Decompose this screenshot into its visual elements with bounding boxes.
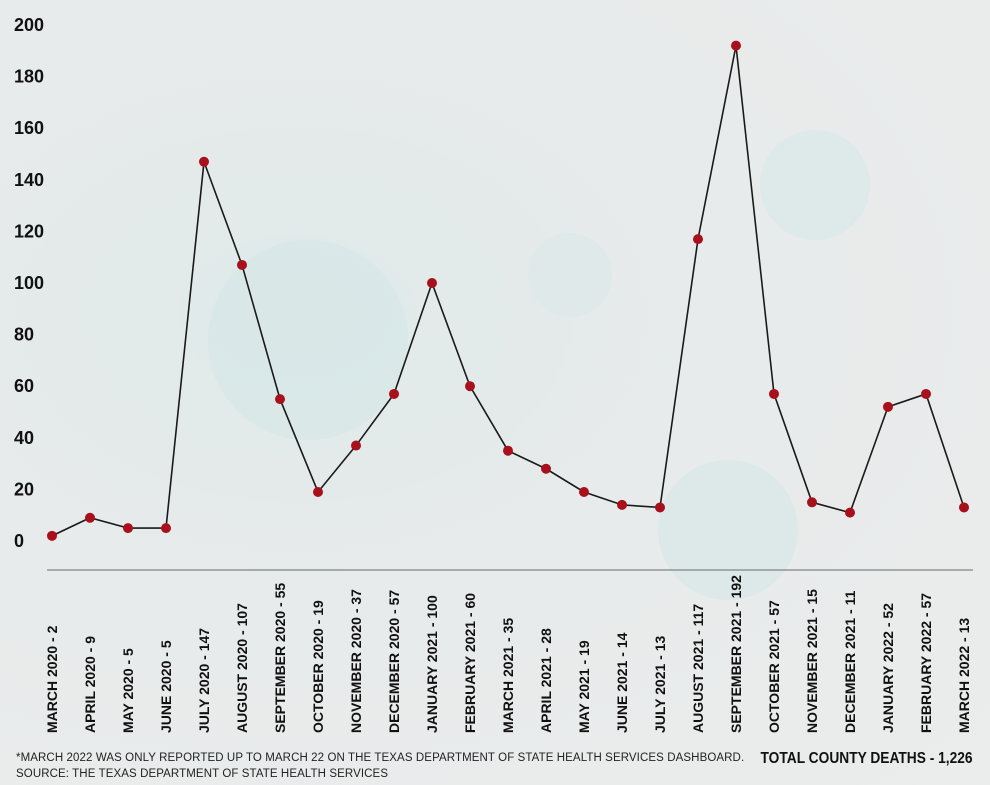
data-point (769, 388, 779, 399)
data-point (807, 497, 817, 508)
total-county-deaths: TOTAL COUNTY DEATHS - 1,226 (760, 750, 973, 767)
x-tick-label: MAY 2021 - 19 (576, 640, 592, 733)
data-point (351, 440, 361, 451)
data-point (617, 499, 627, 510)
x-tick-label: NOVEMBER 2020 - 37 (348, 589, 364, 733)
data-point (427, 278, 437, 288)
x-tick-label: SEPTEMBER 2021 - 192 (728, 575, 744, 733)
x-tick-label: MARCH 2021 - 35 (500, 618, 516, 733)
x-tick-label: FEBRUARY 2021 - 60 (462, 593, 478, 733)
x-tick-label: DECEMBER 2020 - 57 (386, 590, 402, 733)
data-point (275, 394, 285, 405)
x-tick-label: AUGUST 2021 - 117 (690, 604, 706, 733)
virus-background-shape (658, 460, 798, 600)
data-point (313, 486, 323, 497)
y-tick-label: 40 (14, 428, 34, 448)
y-tick-label: 20 (14, 479, 34, 499)
x-tick-label: FEBRUARY 2022 - 57 (918, 593, 934, 733)
data-point (465, 381, 475, 392)
y-tick-label: 160 (14, 118, 44, 138)
data-point (845, 507, 855, 518)
virus-background-shape (760, 130, 870, 240)
data-point (693, 234, 703, 245)
y-tick-label: 200 (14, 15, 44, 35)
x-tick-label: JULY 2021 - 13 (652, 635, 668, 733)
y-tick-label: 0 (14, 531, 24, 551)
x-tick-label: APRIL 2020 - 9 (82, 636, 98, 733)
series-line (51, 45, 965, 537)
y-tick-label: 180 (14, 67, 44, 87)
data-point (921, 388, 931, 399)
data-points (47, 40, 969, 541)
y-tick-label: 80 (14, 325, 34, 345)
y-tick-label: 120 (14, 221, 44, 241)
y-tick-label: 60 (14, 376, 34, 396)
x-tick-label: JANUARY 2021 - 100 (424, 595, 440, 733)
y-axis-ticks: 0 20 40 60 80 100 120 140 160 180 200 (14, 15, 44, 551)
x-tick-label: SEPTEMBER 2020 - 55 (272, 583, 288, 733)
x-tick-label: MARCH 2020 - 2 (44, 625, 60, 733)
data-point (123, 523, 133, 534)
data-point (237, 259, 247, 270)
x-axis-ticks: MARCH 2020 - 2 APRIL 2020 - 9 MAY 2020 - 5… (44, 575, 972, 733)
source-note: SOURCE: THE TEXAS DEPARTMENT OF STATE HE… (16, 768, 389, 780)
footnote: *MARCH 2022 WAS ONLY REPORTED UP TO MARC… (16, 752, 745, 764)
line-chart: 0 20 40 60 80 100 120 140 160 180 200 MARCH 2020 -… (14, 15, 973, 733)
virus-background-shape (528, 233, 612, 317)
data-point (199, 156, 209, 167)
x-tick-label: OCTOBER 2021 - 57 (766, 600, 782, 733)
x-tick-label: JUNE 2021 - 14 (614, 632, 630, 733)
virus-background-shape (208, 240, 408, 440)
data-point (47, 530, 57, 541)
x-tick-label: APRIL 2021 - 28 (538, 628, 554, 733)
y-tick-label: 140 (14, 170, 44, 190)
x-tick-label: AUGUST 2020 - 107 (234, 603, 250, 733)
x-tick-label: JANUARY 2022 - 52 (880, 603, 896, 733)
x-tick-label: OCTOBER 2020 - 19 (310, 600, 326, 733)
x-tick-label: JULY 2020 - 147 (196, 628, 212, 733)
data-point (389, 388, 399, 399)
data-point (85, 512, 95, 523)
x-tick-label: MAY 2020 - 5 (120, 648, 136, 733)
data-point (161, 523, 171, 534)
data-point (883, 401, 893, 412)
data-point (731, 40, 741, 51)
data-point (959, 502, 969, 513)
x-tick-label: JUNE 2020 - 5 (158, 640, 174, 733)
data-point (541, 463, 551, 474)
data-point (655, 502, 665, 513)
x-tick-label: MARCH 2022 - 13 (956, 618, 972, 733)
virus-background (208, 130, 870, 600)
data-point (503, 445, 513, 456)
x-tick-label: NOVEMBER 2021 - 15 (804, 589, 820, 733)
x-tick-label: DECEMBER 2021 - 11 (842, 590, 858, 733)
data-point (579, 486, 589, 497)
y-tick-label: 100 (14, 273, 44, 293)
